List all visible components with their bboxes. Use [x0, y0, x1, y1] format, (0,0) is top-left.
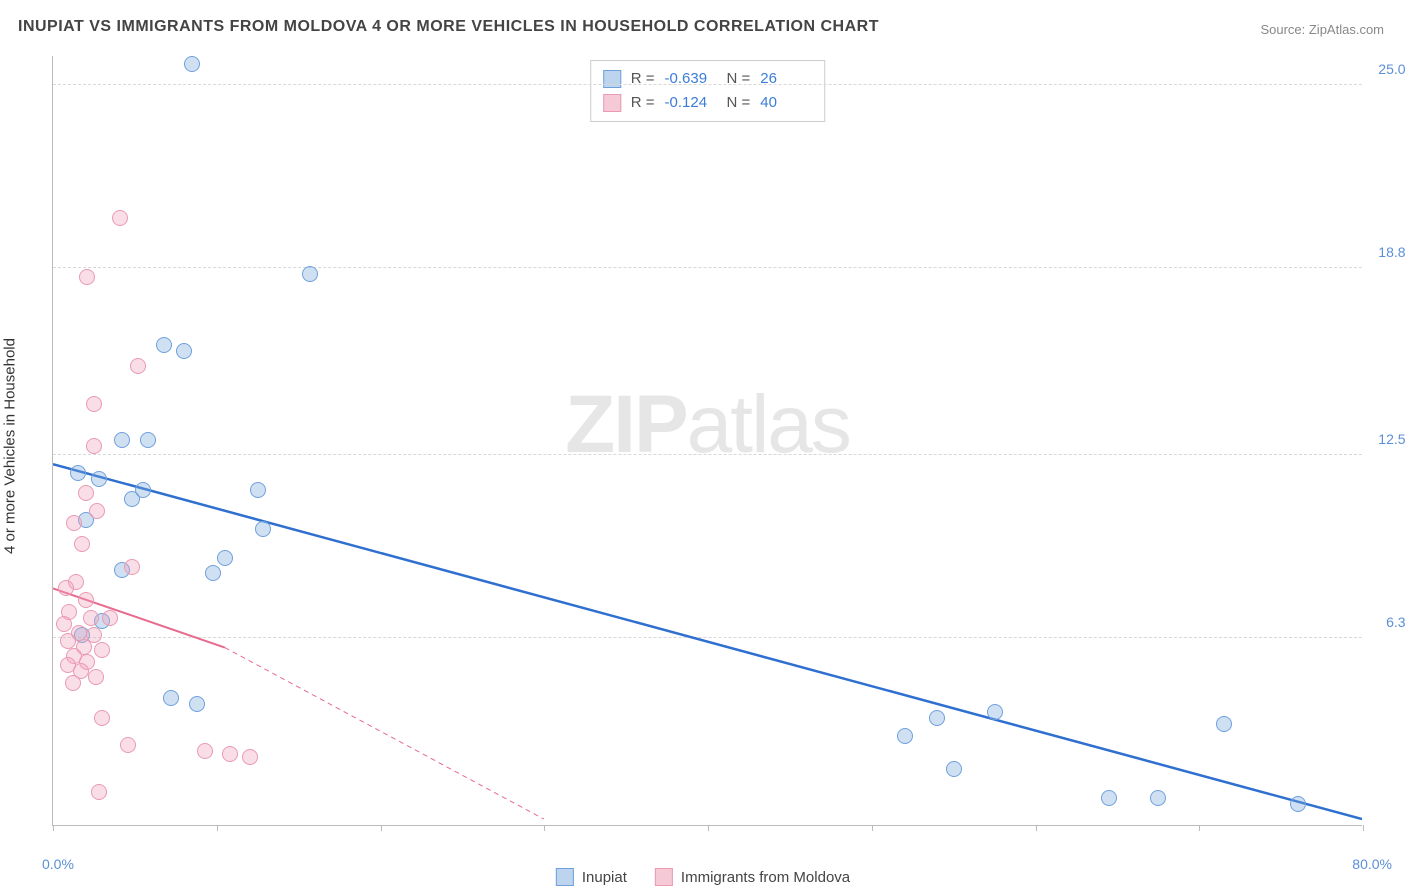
- data-point: [66, 515, 82, 531]
- data-point: [197, 743, 213, 759]
- data-point: [1216, 716, 1232, 732]
- gridline: [53, 454, 1362, 455]
- x-tick-mark: [217, 825, 218, 831]
- r-value: -0.124: [665, 91, 717, 115]
- correlation-legend: R = -0.639 N = 26 R = -0.124 N = 40: [590, 60, 826, 122]
- r-label: R =: [631, 91, 655, 115]
- r-value: -0.639: [665, 67, 717, 91]
- data-point: [255, 521, 271, 537]
- data-point: [114, 432, 130, 448]
- data-point: [987, 704, 1003, 720]
- data-point: [124, 491, 140, 507]
- data-point: [56, 616, 72, 632]
- data-point: [79, 269, 95, 285]
- data-point: [163, 690, 179, 706]
- data-point: [65, 675, 81, 691]
- legend-swatch: [655, 868, 673, 886]
- data-point: [120, 737, 136, 753]
- x-tick-mark: [708, 825, 709, 831]
- x-axis-min-label: 0.0%: [42, 856, 74, 872]
- data-point: [112, 210, 128, 226]
- data-point: [217, 550, 233, 566]
- x-tick-mark: [53, 825, 54, 831]
- data-point: [83, 610, 99, 626]
- data-point: [222, 746, 238, 762]
- data-point: [86, 396, 102, 412]
- chart-plot-area: ZIPatlas R =-0.639N =26R =-0.124N =40 6.…: [52, 56, 1362, 826]
- data-point: [897, 728, 913, 744]
- x-tick-mark: [872, 825, 873, 831]
- data-point: [58, 580, 74, 596]
- legend-label: Inupiat: [582, 869, 627, 886]
- gridline: [53, 267, 1362, 268]
- y-tick-label: 18.8%: [1378, 244, 1406, 260]
- data-point: [1150, 790, 1166, 806]
- gridline: [53, 637, 1362, 638]
- data-point: [102, 610, 118, 626]
- data-point: [130, 358, 146, 374]
- data-point: [189, 696, 205, 712]
- data-point: [124, 559, 140, 575]
- data-point: [302, 266, 318, 282]
- data-point: [78, 592, 94, 608]
- legend-swatch: [603, 70, 621, 88]
- x-tick-mark: [544, 825, 545, 831]
- data-point: [78, 485, 94, 501]
- x-axis-max-label: 80.0%: [1352, 856, 1392, 872]
- data-point: [205, 565, 221, 581]
- data-point: [140, 432, 156, 448]
- data-point: [70, 465, 86, 481]
- data-point: [176, 343, 192, 359]
- y-tick-label: 6.3%: [1386, 614, 1406, 630]
- data-point: [89, 503, 105, 519]
- n-value: 40: [760, 91, 812, 115]
- data-point: [250, 482, 266, 498]
- data-point: [184, 56, 200, 72]
- data-point: [91, 784, 107, 800]
- chart-title: INUPIAT VS IMMIGRANTS FROM MOLDOVA 4 OR …: [18, 18, 879, 36]
- data-point: [88, 669, 104, 685]
- data-point: [242, 749, 258, 765]
- series-legend: Inupiat Immigrants from Moldova: [556, 868, 850, 886]
- x-tick-mark: [1199, 825, 1200, 831]
- data-point: [74, 536, 90, 552]
- data-point: [946, 761, 962, 777]
- n-label: N =: [727, 67, 751, 91]
- x-tick-mark: [381, 825, 382, 831]
- n-value: 26: [760, 67, 812, 91]
- data-point: [60, 633, 76, 649]
- data-point: [91, 471, 107, 487]
- y-tick-label: 25.0%: [1378, 61, 1406, 77]
- y-tick-label: 12.5%: [1378, 431, 1406, 447]
- legend-item: Immigrants from Moldova: [655, 868, 850, 886]
- data-point: [86, 438, 102, 454]
- data-point: [929, 710, 945, 726]
- legend-swatch: [556, 868, 574, 886]
- n-label: N =: [727, 91, 751, 115]
- r-label: R =: [631, 67, 655, 91]
- watermark: ZIPatlas: [565, 378, 850, 472]
- data-point: [156, 337, 172, 353]
- x-tick-mark: [1036, 825, 1037, 831]
- x-tick-mark: [1363, 825, 1364, 831]
- legend-swatch: [603, 94, 621, 112]
- gridline: [53, 84, 1362, 85]
- data-point: [94, 642, 110, 658]
- legend-label: Immigrants from Moldova: [681, 869, 850, 886]
- trend-lines: [53, 56, 1362, 825]
- legend-item: Inupiat: [556, 868, 627, 886]
- y-axis-label: 4 or more Vehicles in Household: [2, 338, 19, 554]
- legend-stat-row: R = -0.639 N = 26: [603, 67, 813, 91]
- data-point: [94, 710, 110, 726]
- source-attribution: Source: ZipAtlas.com: [1260, 22, 1384, 37]
- legend-stat-row: R = -0.124 N = 40: [603, 91, 813, 115]
- data-point: [1101, 790, 1117, 806]
- data-point: [1290, 796, 1306, 812]
